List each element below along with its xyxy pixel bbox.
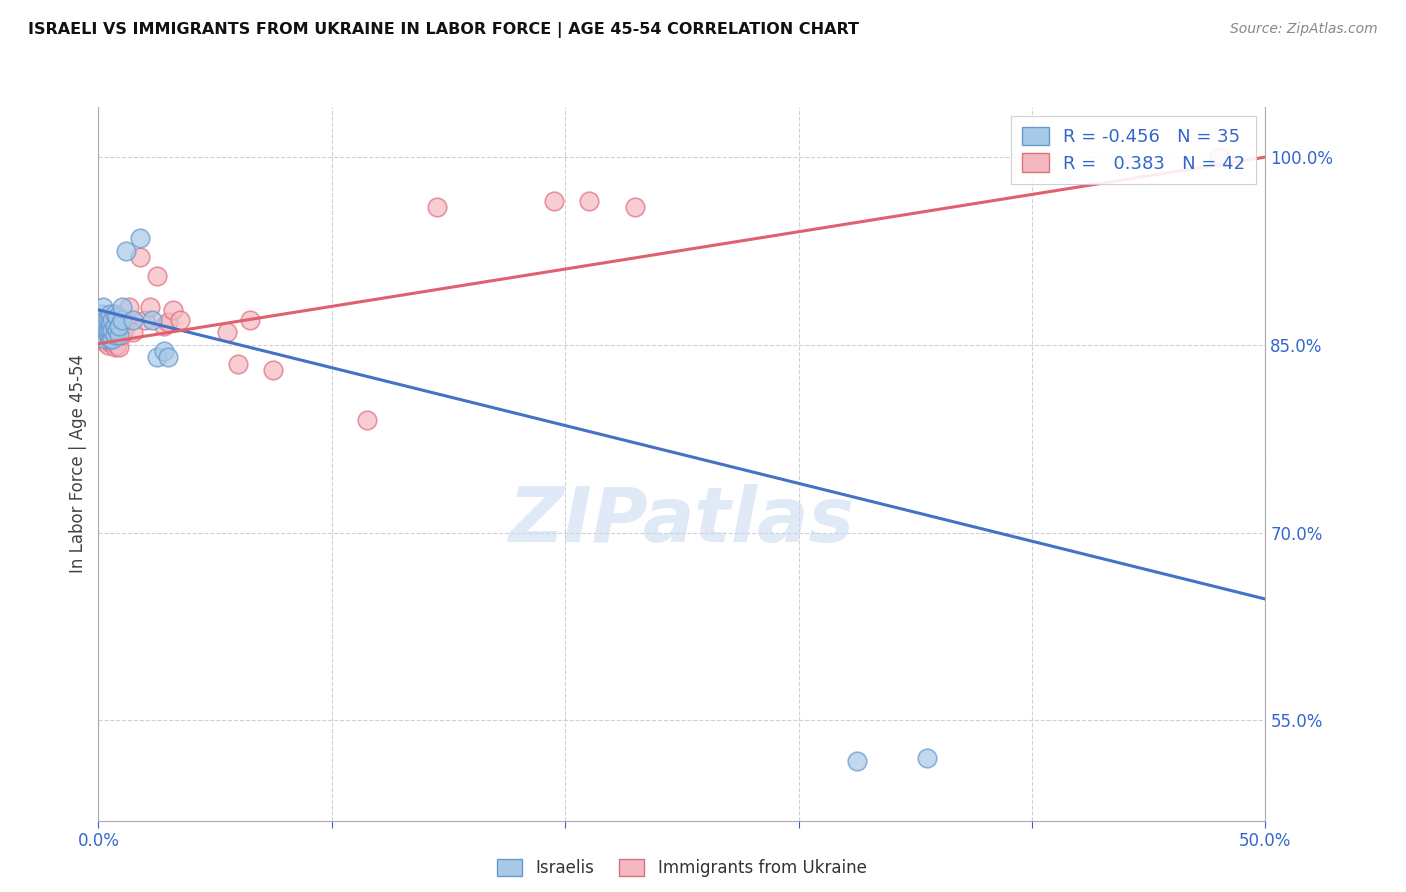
Point	[105, 310, 128, 325]
Point	[105, 326, 128, 340]
Point	[115, 313, 138, 327]
Point	[91, 319, 114, 334]
Point	[98, 323, 121, 337]
Text: ZIPatlas: ZIPatlas	[509, 484, 855, 558]
Point	[98, 323, 121, 337]
Point	[91, 315, 114, 329]
Point	[146, 351, 169, 365]
Point	[105, 323, 128, 337]
Point	[108, 340, 131, 354]
Point	[215, 326, 238, 340]
Point	[169, 313, 191, 327]
Point	[97, 326, 120, 340]
Point	[108, 327, 131, 342]
Point	[108, 327, 131, 342]
Point	[141, 313, 163, 327]
Point	[91, 327, 114, 342]
Point	[104, 319, 127, 334]
Point	[104, 307, 127, 321]
Point	[94, 313, 117, 327]
Point	[94, 335, 117, 350]
Point	[98, 307, 121, 321]
Point	[152, 344, 174, 359]
Point	[108, 319, 131, 334]
Point	[118, 301, 141, 315]
Point	[915, 751, 938, 765]
Point	[104, 340, 127, 354]
Point	[426, 200, 449, 214]
Point	[101, 323, 124, 337]
Point	[146, 268, 169, 283]
Point	[91, 301, 114, 315]
Point	[105, 338, 128, 352]
Point	[356, 413, 378, 427]
Text: ISRAELI VS IMMIGRANTS FROM UKRAINE IN LABOR FORCE | AGE 45-54 CORRELATION CHART: ISRAELI VS IMMIGRANTS FROM UKRAINE IN LA…	[28, 22, 859, 38]
Point	[139, 301, 162, 315]
Point	[115, 244, 138, 258]
Point	[101, 332, 124, 346]
Point	[152, 319, 174, 334]
Point	[111, 319, 134, 334]
Text: Source: ZipAtlas.com: Source: ZipAtlas.com	[1230, 22, 1378, 37]
Point	[129, 231, 152, 245]
Point	[239, 313, 262, 327]
Point	[98, 332, 121, 346]
Point	[122, 326, 145, 340]
Legend: Israelis, Immigrants from Ukraine: Israelis, Immigrants from Ukraine	[491, 852, 873, 884]
Point	[112, 323, 135, 337]
Point	[228, 357, 250, 371]
Point	[111, 301, 134, 315]
Point	[94, 323, 117, 337]
Point	[97, 313, 120, 327]
Point	[1208, 150, 1230, 164]
Point	[98, 335, 121, 350]
Point	[94, 323, 117, 337]
Point	[90, 307, 112, 321]
Point	[134, 313, 156, 327]
Point	[262, 363, 284, 377]
Point	[90, 313, 112, 327]
Point	[846, 754, 869, 768]
Point	[578, 194, 600, 208]
Point	[129, 250, 152, 264]
Point	[157, 351, 180, 365]
Y-axis label: In Labor Force | Age 45-54: In Labor Force | Age 45-54	[69, 354, 87, 574]
Point	[111, 327, 134, 342]
Point	[104, 327, 127, 342]
Point	[111, 313, 134, 327]
Point	[101, 335, 124, 350]
Point	[543, 194, 565, 208]
Point	[122, 313, 145, 327]
Point	[104, 327, 127, 342]
Point	[97, 323, 120, 337]
Point	[94, 332, 117, 346]
Point	[97, 338, 120, 352]
Point	[90, 313, 112, 327]
Point	[90, 323, 112, 337]
Point	[101, 313, 124, 327]
Point	[101, 326, 124, 340]
Point	[157, 315, 180, 329]
Point	[98, 315, 121, 329]
Point	[624, 200, 647, 214]
Point	[162, 302, 184, 317]
Point	[97, 327, 120, 342]
